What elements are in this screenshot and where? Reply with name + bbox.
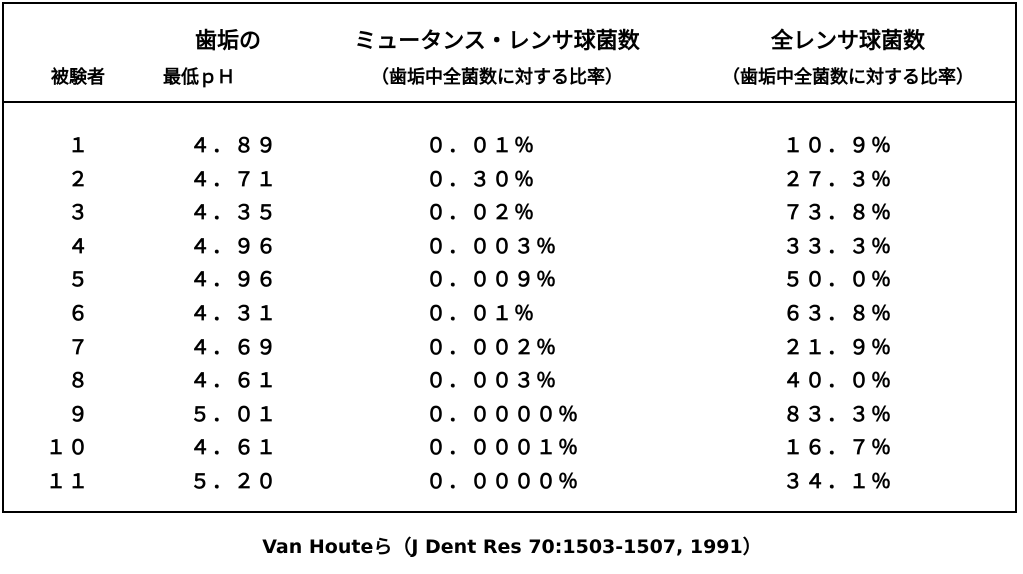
ph-cell: ４．６９ <box>190 334 278 359</box>
total-cell: ４０．０％ <box>783 368 893 393</box>
total-cell: ２７．３％ <box>783 166 893 191</box>
mutans-cell: ０．０２％ <box>426 200 536 225</box>
table-border <box>2 2 1017 513</box>
total-cell: ３３．３％ <box>783 233 893 258</box>
mutans-cell: ０．０１％ <box>426 133 536 157</box>
total-cell: ３４．１％ <box>783 469 893 493</box>
total-cell: ５０．０％ <box>783 267 893 292</box>
mutans-cell: ０．００９％ <box>426 267 558 292</box>
subject-cell: ７ <box>68 334 90 359</box>
ph-cell: ４．７１ <box>190 166 278 191</box>
subject-cell: １０ <box>46 435 90 460</box>
total-cell: １６．７％ <box>783 435 893 460</box>
ph-cell: ５．２０ <box>190 469 278 493</box>
mutans-cell: ０．００３％ <box>426 233 558 258</box>
citation: Van Houteら（J Dent Res 70:1503-1507, 1991… <box>262 536 762 558</box>
ph-cell: ４．６１ <box>190 435 278 460</box>
total-cell: ６３．８％ <box>783 301 893 325</box>
ph-cell: ４．３５ <box>190 200 278 225</box>
header-total-title: 全レンサ球菌数 <box>770 29 925 54</box>
ph-cell: ４．３１ <box>190 301 278 325</box>
header-total-sub: （歯垢中全菌数に対する比率） <box>722 67 974 88</box>
mutans-cell: ０．００００％ <box>426 401 580 426</box>
mutans-cell: ０．３０％ <box>426 166 536 191</box>
subject-cell: ８ <box>68 368 90 393</box>
subject-cell: ４ <box>68 233 90 258</box>
subject-cell: ３ <box>68 200 90 225</box>
subject-cell: １ <box>68 133 90 157</box>
total-cell: ７３．８％ <box>783 200 893 225</box>
ph-cell: ４．８９ <box>190 133 278 157</box>
subject-cell: １１ <box>46 469 90 493</box>
mutans-cell: ０．０００１％ <box>426 435 580 460</box>
mutans-cell: ０．０１％ <box>426 301 536 325</box>
total-cell: ８３．３％ <box>783 401 893 426</box>
subject-cell: ９ <box>68 401 90 426</box>
header-rule <box>4 101 1015 103</box>
header-subject: 被験者 <box>51 67 105 88</box>
total-cell: １０．９％ <box>783 133 893 157</box>
subject-cell: ２ <box>68 166 90 191</box>
mutans-cell: ０．００３％ <box>426 368 558 393</box>
ph-cell: ４．９６ <box>190 233 278 258</box>
header-mutans-sub: （歯垢中全菌数に対する比率） <box>371 67 623 88</box>
ph-cell: ５．０１ <box>190 401 278 426</box>
total-cell: ２１．９％ <box>783 334 893 359</box>
mutans-cell: ０．００００％ <box>426 469 580 493</box>
mutans-cell: ０．００２％ <box>426 334 558 359</box>
header-mutans-title: ミュータンス・レンサ球菌数 <box>354 29 640 54</box>
ph-cell: ４．９６ <box>190 267 278 292</box>
subject-cell: ６ <box>68 301 90 325</box>
header-ph-sub: 最低ｐＨ <box>163 67 235 88</box>
header-ph-title: 歯垢の <box>194 29 261 54</box>
ph-cell: ４．６１ <box>190 368 278 393</box>
subject-cell: ５ <box>68 267 90 292</box>
